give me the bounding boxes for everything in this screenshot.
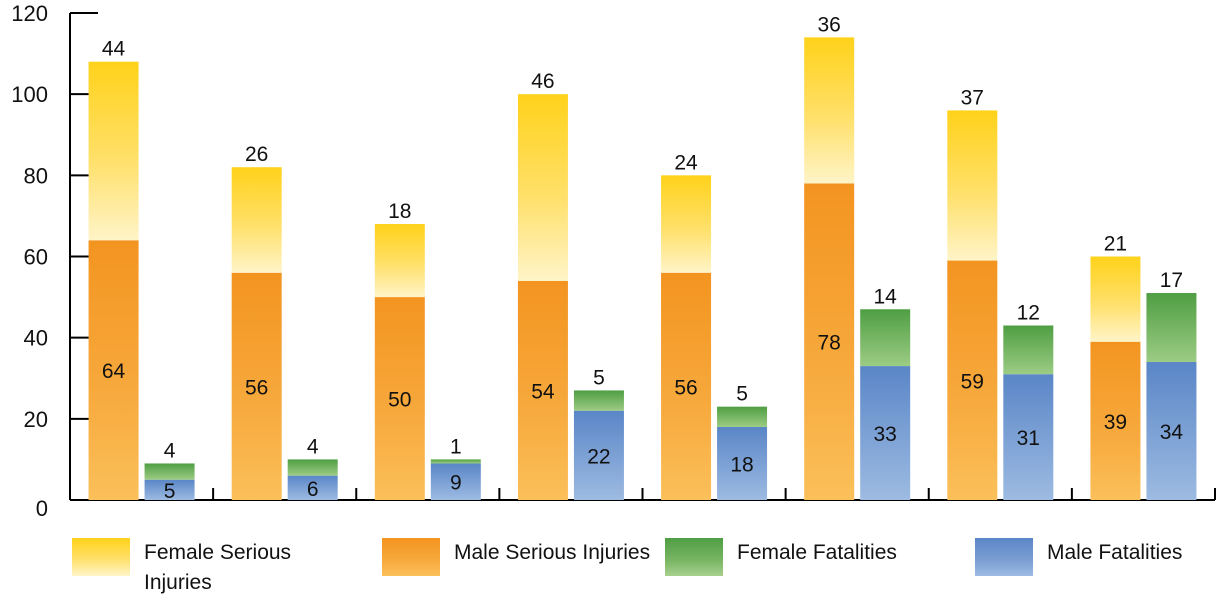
- y-tick-label: 40: [24, 326, 48, 351]
- bar-female-serious-injuries: [231, 167, 282, 273]
- legend-swatch-male-serious-injuries: [382, 538, 440, 576]
- bar-female-serious-injuries: [947, 110, 998, 261]
- data-label: 34: [1160, 421, 1184, 444]
- data-label: 17: [1160, 269, 1183, 292]
- y-tick-label: 20: [24, 407, 48, 432]
- data-label: 5: [736, 383, 748, 406]
- data-label: 1: [450, 435, 462, 458]
- bar-female-serious-injuries: [1090, 256, 1141, 342]
- bar-female-serious-injuries: [804, 37, 855, 184]
- bar-male-serious-injuries: [231, 272, 282, 500]
- y-tick-label: 100: [11, 82, 48, 107]
- bar-male-serious-injuries: [661, 272, 712, 500]
- data-label: 44: [102, 38, 126, 61]
- data-label: 24: [674, 151, 698, 174]
- legend-item-male-fatalities: Male Fatalities: [975, 538, 1222, 576]
- bar-male-serious-injuries: [804, 183, 855, 500]
- data-label: 39: [1104, 411, 1127, 434]
- data-label: 21: [1104, 233, 1127, 256]
- data-label: 59: [961, 370, 984, 393]
- bar-female-fatalities: [430, 459, 481, 464]
- data-label: 5: [593, 366, 605, 389]
- bar-male-fatalities: [287, 475, 338, 500]
- data-label: 26: [245, 143, 268, 166]
- legend-item-male-serious-injuries: Male Serious Injuries: [382, 538, 664, 576]
- bars: [88, 37, 1197, 500]
- data-label: 18: [730, 453, 753, 476]
- legend-label: Female Serious Injuries: [144, 541, 292, 594]
- bar-male-fatalities: [1146, 362, 1197, 500]
- bar-female-serious-injuries: [517, 94, 568, 281]
- bar-male-serious-injuries: [947, 260, 998, 500]
- bar-female-fatalities: [860, 309, 911, 367]
- data-label: 37: [961, 86, 984, 109]
- legend-label: Male Fatalities: [1047, 541, 1183, 564]
- bar-male-fatalities: [1003, 374, 1054, 500]
- data-label: 12: [1017, 301, 1040, 324]
- bar-female-serious-injuries: [661, 175, 712, 273]
- bar-male-serious-injuries: [517, 280, 568, 500]
- data-label: 46: [531, 70, 554, 93]
- legend-item-female-serious-injuries: Female Serious Injuries: [72, 538, 354, 598]
- bar-male-fatalities: [144, 479, 195, 500]
- data-label: 14: [874, 285, 898, 308]
- bar-male-fatalities: [860, 366, 911, 500]
- bar-female-fatalities: [717, 406, 768, 427]
- bar-male-fatalities: [573, 410, 624, 500]
- legend-swatch-female-fatalities: [665, 538, 723, 576]
- data-label: 78: [818, 332, 841, 355]
- y-tick-label: 0: [36, 496, 48, 521]
- y-tick-label: 80: [24, 163, 48, 188]
- data-label: 9: [450, 472, 462, 495]
- legend-item-female-fatalities: Female Fatalities: [665, 538, 947, 576]
- legend-swatch-female-serious-injuries: [72, 538, 130, 576]
- data-label: 33: [874, 423, 897, 446]
- y-tick-label: 120: [11, 1, 48, 26]
- bar-female-serious-injuries: [88, 61, 139, 241]
- y-tick-label: 60: [24, 245, 48, 270]
- bar-male-serious-injuries: [88, 240, 139, 500]
- bar-male-fatalities: [717, 426, 768, 500]
- legend: Female Serious Injuries Male Serious Inj…: [0, 530, 1222, 603]
- data-label: 18: [388, 200, 411, 223]
- legend-label: Female Fatalities: [737, 541, 897, 564]
- bar-male-serious-injuries: [1090, 341, 1141, 500]
- bar-female-fatalities: [1003, 325, 1054, 375]
- data-label: 50: [388, 389, 411, 412]
- bar-female-fatalities: [144, 463, 195, 480]
- legend-swatch-male-fatalities: [975, 538, 1033, 576]
- data-label: 56: [245, 376, 268, 399]
- data-label: 5: [164, 480, 176, 503]
- data-label: 6: [307, 478, 319, 501]
- bar-female-serious-injuries: [374, 224, 425, 298]
- bar-female-fatalities: [573, 390, 624, 411]
- data-label: 31: [1017, 427, 1040, 450]
- data-label: 22: [587, 445, 610, 468]
- bar-female-fatalities: [1146, 293, 1197, 363]
- bar-male-fatalities: [430, 463, 481, 500]
- bar-female-fatalities: [287, 459, 338, 476]
- data-label: 4: [307, 435, 319, 458]
- data-label: 36: [818, 13, 841, 36]
- data-label: 64: [102, 360, 126, 383]
- data-label: 54: [531, 380, 555, 403]
- legend-label: Male Serious Injuries: [454, 541, 651, 564]
- data-label: 56: [674, 376, 697, 399]
- bar-male-serious-injuries: [374, 297, 425, 500]
- data-label: 4: [164, 439, 176, 462]
